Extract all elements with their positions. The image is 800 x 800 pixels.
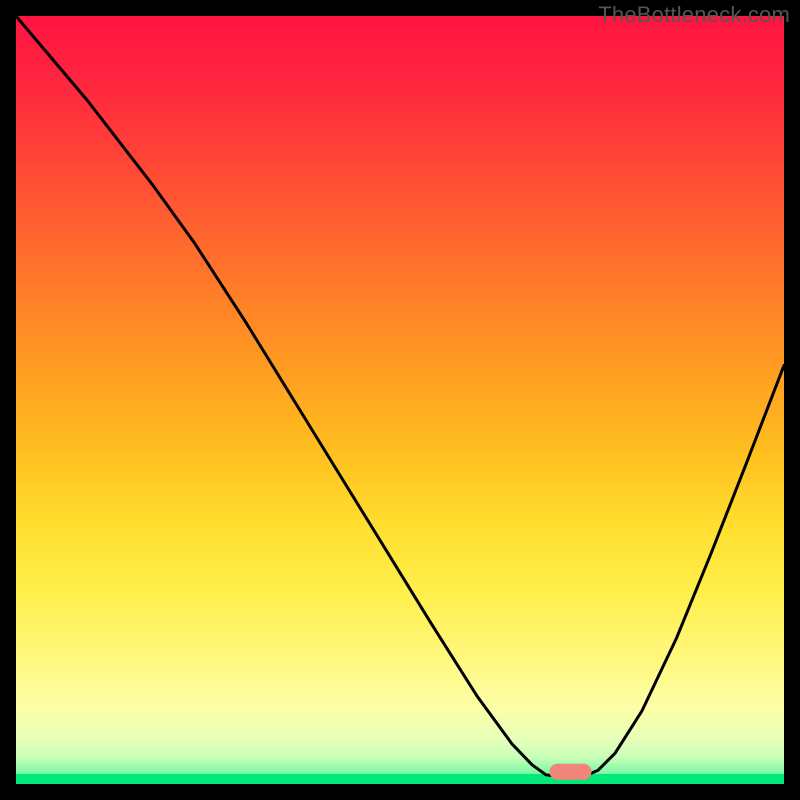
- bottleneck-curve: [16, 16, 784, 776]
- optimal-marker: [550, 764, 592, 780]
- attribution-text: TheBottleneck.com: [598, 2, 790, 28]
- plot-area: [16, 16, 784, 784]
- curve-layer: [16, 16, 784, 784]
